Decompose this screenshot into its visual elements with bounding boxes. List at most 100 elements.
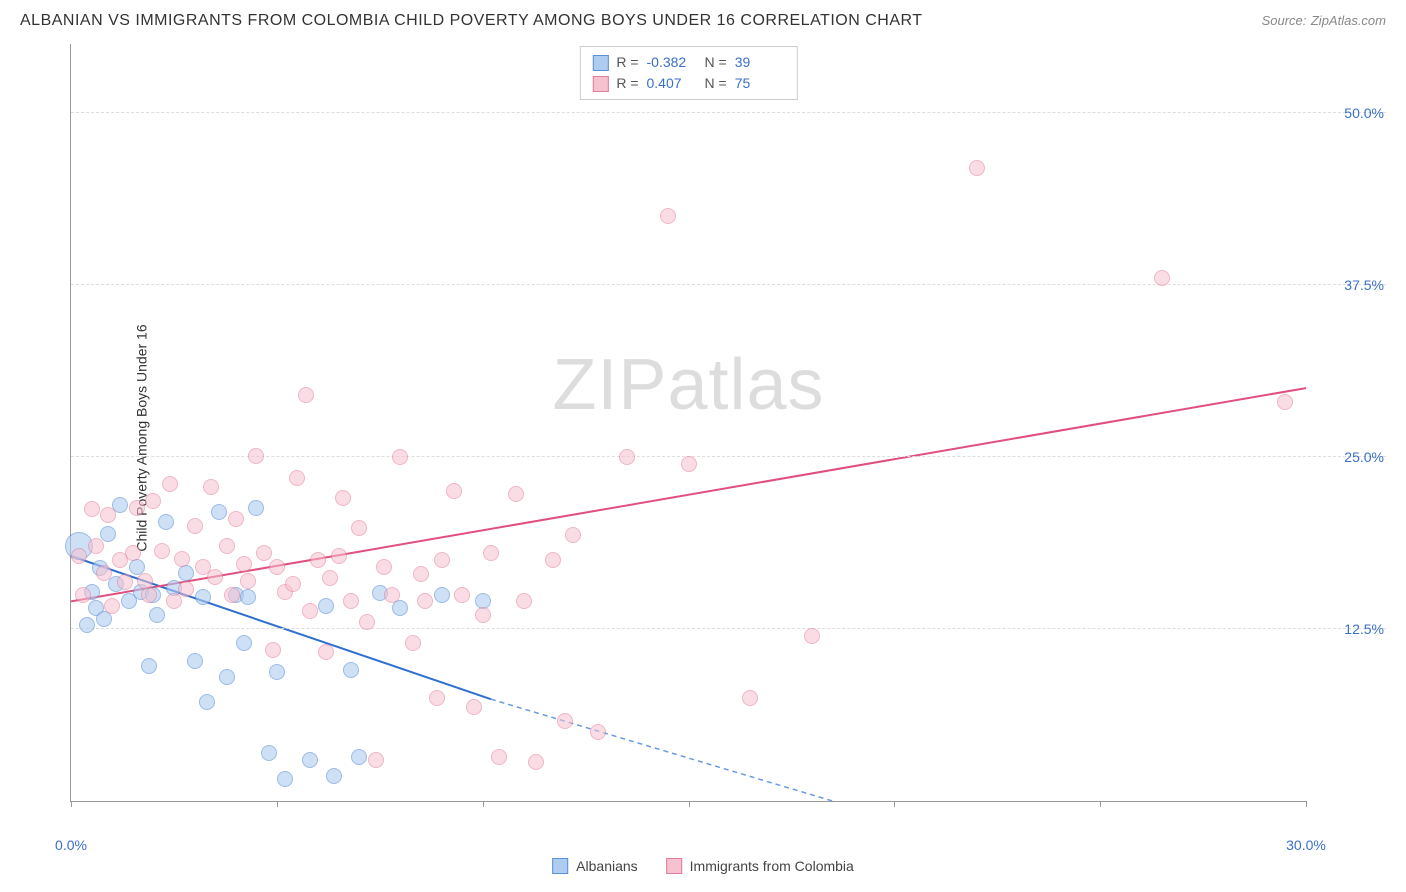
stat-r-value: 0.407 (647, 73, 697, 94)
scatter-point (248, 500, 264, 516)
scatter-point (100, 507, 116, 523)
scatter-point (491, 749, 507, 765)
scatter-point (528, 754, 544, 770)
scatter-point (446, 483, 462, 499)
scatter-point (145, 493, 161, 509)
scatter-point (384, 587, 400, 603)
scatter-point (310, 552, 326, 568)
legend-label: Albanians (576, 858, 638, 874)
scatter-point (88, 538, 104, 554)
plot-area: ZIPatlas R =-0.382N =39R =0.407N =75 12.… (70, 44, 1306, 802)
scatter-point (1154, 270, 1170, 286)
scatter-point (368, 752, 384, 768)
scatter-point (302, 752, 318, 768)
scatter-point (742, 690, 758, 706)
scatter-point (219, 538, 235, 554)
scatter-point (545, 552, 561, 568)
legend-stats-row: R =-0.382N =39 (592, 52, 784, 73)
scatter-point (331, 548, 347, 564)
trend-lines (71, 44, 1306, 801)
y-tick-label: 12.5% (1314, 621, 1384, 637)
scatter-point (343, 662, 359, 678)
scatter-point (392, 449, 408, 465)
scatter-point (129, 500, 145, 516)
scatter-point (351, 749, 367, 765)
scatter-point (265, 642, 281, 658)
scatter-point (359, 614, 375, 630)
legend-stats-box: R =-0.382N =39R =0.407N =75 (579, 46, 797, 100)
scatter-point (804, 628, 820, 644)
scatter-point (141, 658, 157, 674)
source-label: Source: (1262, 13, 1307, 28)
scatter-point (322, 570, 338, 586)
x-tick-mark (483, 801, 484, 807)
scatter-point (516, 593, 532, 609)
legend-item: Albanians (552, 858, 638, 874)
scatter-point (84, 501, 100, 517)
stat-n-label: N = (705, 73, 727, 94)
scatter-point (187, 518, 203, 534)
scatter-point (75, 587, 91, 603)
x-tick-mark (71, 801, 72, 807)
gridline (71, 112, 1386, 113)
scatter-point (277, 771, 293, 787)
scatter-point (343, 593, 359, 609)
scatter-point (302, 603, 318, 619)
scatter-point (117, 574, 133, 590)
scatter-point (195, 589, 211, 605)
source: Source: ZipAtlas.com (1262, 12, 1386, 30)
scatter-point (178, 565, 194, 581)
scatter-point (100, 526, 116, 542)
scatter-point (166, 593, 182, 609)
x-tick-mark (277, 801, 278, 807)
scatter-point (326, 768, 342, 784)
scatter-point (969, 160, 985, 176)
scatter-point (96, 565, 112, 581)
y-tick-label: 50.0% (1314, 105, 1384, 121)
scatter-point (199, 694, 215, 710)
legend-swatch (666, 858, 682, 874)
scatter-point (434, 587, 450, 603)
scatter-point (228, 511, 244, 527)
scatter-point (1277, 394, 1293, 410)
y-tick-label: 25.0% (1314, 449, 1384, 465)
scatter-point (154, 543, 170, 559)
watermark-a: ZIP (552, 345, 667, 425)
scatter-point (141, 587, 157, 603)
scatter-point (392, 600, 408, 616)
scatter-point (174, 551, 190, 567)
watermark-b: atlas (667, 345, 824, 425)
scatter-point (178, 581, 194, 597)
scatter-point (619, 449, 635, 465)
scatter-point (335, 490, 351, 506)
scatter-point (79, 617, 95, 633)
scatter-point (565, 527, 581, 543)
scatter-point (104, 598, 120, 614)
scatter-point (269, 559, 285, 575)
x-tick-label: 0.0% (55, 837, 87, 853)
x-tick-mark (894, 801, 895, 807)
x-tick-mark (1100, 801, 1101, 807)
scatter-point (466, 699, 482, 715)
scatter-point (96, 611, 112, 627)
scatter-point (285, 576, 301, 592)
legend-item: Immigrants from Colombia (666, 858, 854, 874)
scatter-point (475, 607, 491, 623)
scatter-point (71, 548, 87, 564)
scatter-point (207, 569, 223, 585)
x-tick-mark (689, 801, 690, 807)
chart-title: ALBANIAN VS IMMIGRANTS FROM COLOMBIA CHI… (20, 12, 923, 30)
scatter-point (261, 745, 277, 761)
scatter-point (590, 724, 606, 740)
scatter-point (236, 635, 252, 651)
source-value: ZipAtlas.com (1311, 13, 1386, 28)
legend-swatch (552, 858, 568, 874)
scatter-point (417, 593, 433, 609)
scatter-point (289, 470, 305, 486)
x-tick-mark (1306, 801, 1307, 807)
scatter-point (236, 556, 252, 572)
legend-swatch (592, 55, 608, 71)
scatter-point (413, 566, 429, 582)
scatter-point (508, 486, 524, 502)
scatter-point (203, 479, 219, 495)
